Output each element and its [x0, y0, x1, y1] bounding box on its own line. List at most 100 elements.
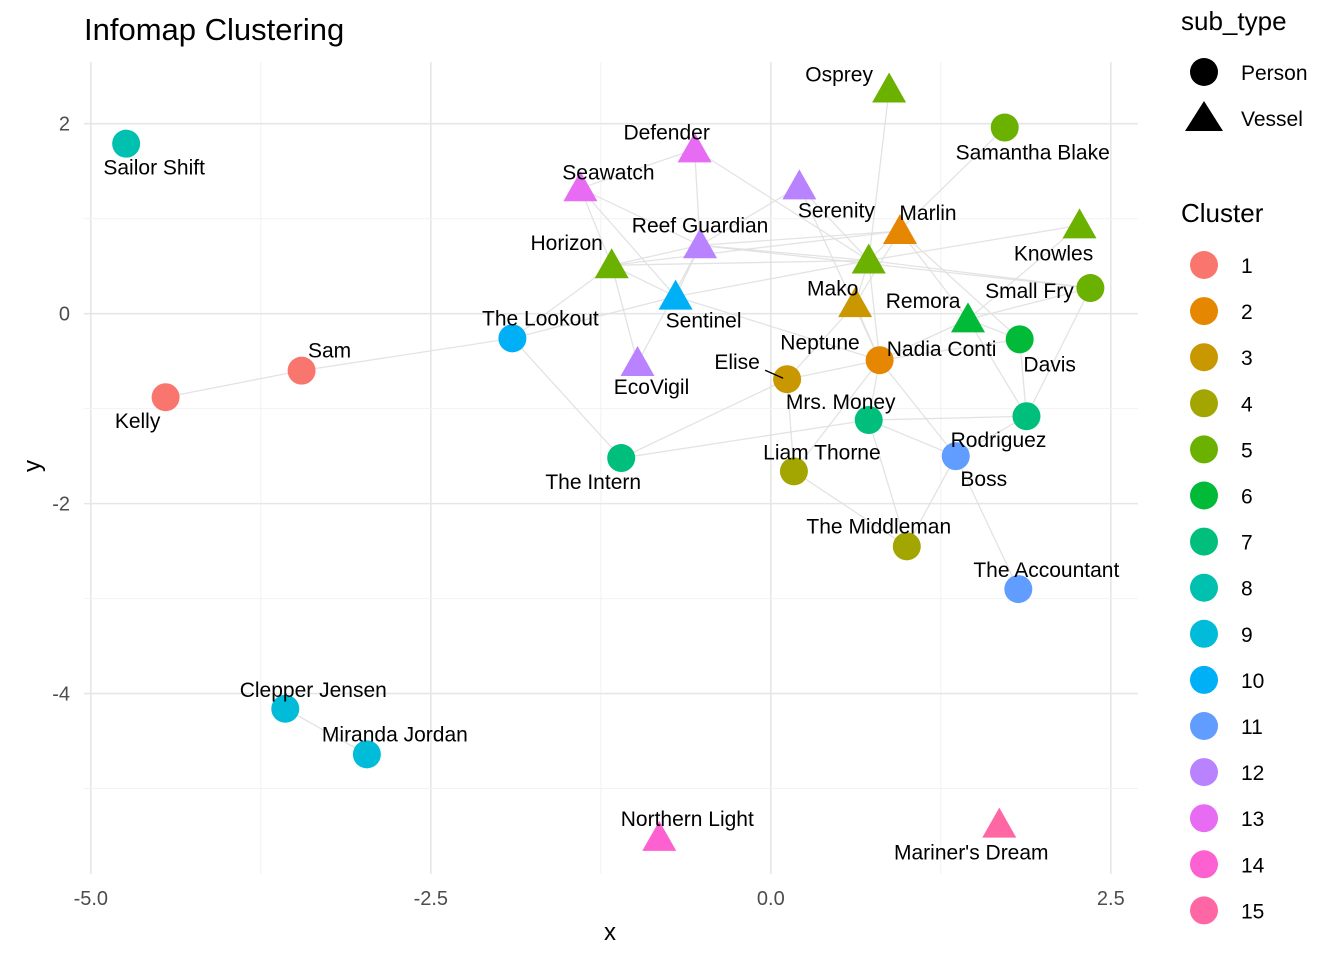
edge: [868, 419, 957, 457]
edge: [611, 244, 701, 266]
legend-cluster-label: 12: [1241, 762, 1264, 785]
node-horizon: [594, 248, 629, 279]
label-marlin: Marlin: [899, 202, 956, 225]
legend-cluster-label: 9: [1241, 624, 1253, 647]
node-sentinel: [658, 279, 693, 310]
legend-cluster-label: 15: [1241, 900, 1264, 923]
edge: [580, 187, 701, 246]
x-tick-label: -5.0: [74, 888, 108, 910]
legend-cluster-swatch: [1190, 758, 1218, 787]
edge: [700, 244, 1091, 289]
x-tick-label: -2.5: [414, 888, 448, 910]
edge: [967, 287, 1091, 321]
label-liam-thorne: Liam Thorne: [763, 441, 881, 464]
edge: [868, 224, 1080, 262]
label-remora: Remora: [886, 290, 961, 313]
label-northern-light: Northern Light: [621, 808, 754, 831]
node-the-lookout: [498, 324, 527, 353]
legend-cluster-label: 11: [1241, 716, 1263, 739]
legend-cluster-label: 5: [1241, 439, 1253, 462]
legend-cluster-swatch: [1190, 573, 1218, 602]
edge: [955, 455, 1019, 590]
node-rodriguez: [1012, 402, 1041, 431]
node-kelly: [151, 383, 180, 412]
label-boss: Boss: [960, 468, 1007, 491]
edge: [868, 260, 881, 361]
edge: [899, 230, 969, 320]
label-davis: Davis: [1023, 353, 1076, 376]
label-knowles: Knowles: [1014, 242, 1093, 265]
node-miranda-jordan: [352, 740, 381, 769]
edge: [165, 370, 302, 398]
edge: [693, 149, 701, 246]
y-tick-label: 2: [59, 114, 70, 136]
legend-cluster-label: 6: [1241, 486, 1253, 509]
node-mrs-money: [854, 406, 883, 435]
label-mrs-money: Mrs. Money: [786, 391, 896, 414]
node-knowles: [1062, 208, 1097, 239]
label-the-intern: The Intern: [545, 471, 641, 494]
edge: [611, 259, 869, 266]
edge: [675, 295, 880, 361]
label-mako: Mako: [807, 277, 858, 300]
edge: [798, 186, 881, 361]
label-osprey: Osprey: [805, 64, 873, 87]
edge: [579, 187, 677, 298]
node-marlin: [883, 214, 917, 245]
node-davis: [1005, 325, 1034, 354]
legend-cluster-swatch: [1190, 389, 1218, 418]
node-liam-thorne: [779, 457, 808, 486]
label-ecovigil: EcoVigil: [614, 376, 690, 399]
edge: [580, 148, 695, 189]
label-neptune: Neptune: [780, 331, 859, 354]
x-tick-label: 0.0: [757, 888, 785, 910]
legend-cluster-swatch: [1190, 665, 1218, 694]
label-sailor-shift: Sailor Shift: [103, 157, 205, 180]
legend-cluster-swatch: [1190, 804, 1218, 833]
edge: [868, 415, 1027, 421]
node-nadia-conti: [865, 346, 894, 375]
edge: [879, 318, 969, 361]
node-labels: Sailor Shift Kelly Sam Clepper Jensen Mirand…: [103, 64, 1119, 865]
edge: [967, 224, 1080, 320]
label-seawatch: Seawatch: [562, 161, 654, 184]
circle-icon: [1190, 58, 1218, 86]
edge: [512, 264, 613, 339]
legend-cluster-swatch: [1190, 527, 1218, 556]
node-the-middleman: [892, 532, 921, 561]
legend-cluster-swatch: [1190, 435, 1218, 464]
legend-cluster-swatch: [1190, 297, 1218, 326]
edges: [165, 89, 1091, 755]
y-tick-label: -4: [52, 684, 70, 706]
legend-cluster-swatch: [1190, 850, 1218, 879]
node-mako: [851, 243, 886, 274]
legend-cluster-label: 4: [1241, 393, 1253, 416]
legend-cluster-swatch: [1190, 481, 1218, 510]
edge: [899, 230, 1021, 340]
legend-sub-type-title: sub_type: [1181, 6, 1287, 36]
node-the-accountant: [1004, 575, 1033, 604]
edge: [611, 230, 901, 266]
legend-cluster-label: 13: [1241, 808, 1264, 831]
legend-cluster-label: 2: [1241, 301, 1253, 324]
label-sentinel: Sentinel: [666, 310, 742, 333]
elise-label-leader: [764, 369, 784, 379]
legend-cluster-label: 14: [1241, 854, 1265, 877]
label-serenity: Serenity: [798, 199, 876, 222]
label-miranda-jordan: Miranda Jordan: [322, 723, 468, 746]
legend-cluster-swatch: [1190, 343, 1218, 372]
nodes: [112, 72, 1105, 851]
legend-cluster-label: 7: [1241, 532, 1253, 555]
node-osprey: [872, 72, 907, 103]
legend-sub-type-label: Person: [1241, 62, 1308, 85]
y-tick-label: -2: [52, 494, 70, 516]
node-neptune: [951, 302, 985, 333]
edge: [284, 708, 368, 755]
edge: [868, 419, 908, 547]
label-horizon: Horizon: [530, 232, 602, 255]
node-sam: [287, 356, 316, 385]
y-tick-label: 0: [59, 304, 70, 326]
label-nadia-conti: Nadia Conti: [887, 338, 997, 361]
legend-cluster-swatch: [1190, 712, 1218, 740]
